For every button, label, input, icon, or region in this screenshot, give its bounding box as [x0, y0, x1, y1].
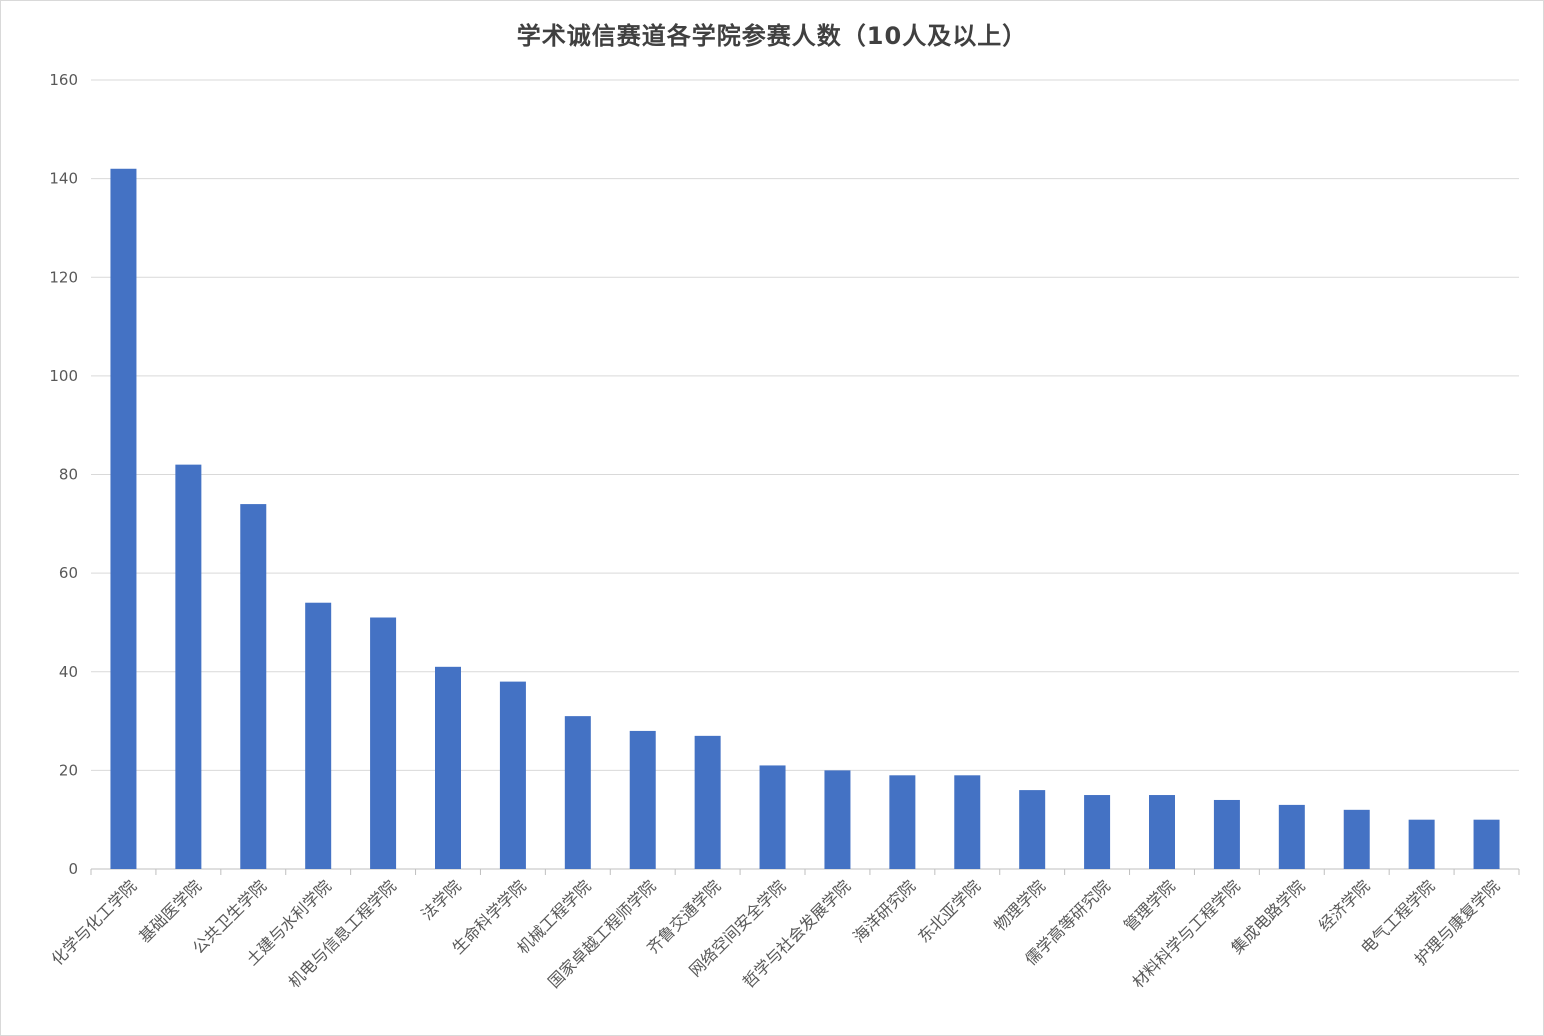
x-category-label: 经济学院: [1315, 876, 1374, 935]
x-category-label: 国家卓越工程师学院: [544, 876, 659, 991]
x-category-label: 机电与信息工程学院: [285, 876, 400, 991]
bar: [629, 730, 656, 869]
y-tick-label: 100: [49, 367, 78, 385]
y-tick-label: 80: [59, 466, 78, 484]
y-tick-label: 160: [49, 71, 78, 89]
bar: [1278, 804, 1305, 869]
bar: [305, 602, 332, 869]
bar: [759, 765, 786, 869]
bar: [499, 681, 526, 869]
bar: [1473, 819, 1500, 869]
bar: [370, 617, 397, 869]
bar: [954, 775, 981, 869]
x-category-label: 法学院: [417, 876, 464, 923]
bar: [1408, 819, 1435, 869]
bar: [564, 716, 591, 869]
x-category-label: 化学与化工学院: [48, 876, 141, 969]
bar: [1084, 795, 1111, 869]
bar: [240, 504, 267, 869]
bar: [110, 168, 137, 869]
bar: [824, 770, 851, 869]
bar: [1149, 795, 1175, 869]
x-category-label: 物理学院: [990, 876, 1049, 935]
bar: [1213, 799, 1240, 869]
y-tick-label: 60: [59, 564, 78, 582]
y-tick-label: 120: [49, 268, 78, 286]
chart-title: 学术诚信赛道各学院参赛人数（10人及以上）: [516, 22, 1028, 50]
y-tick-label: 140: [49, 170, 78, 188]
bar: [435, 666, 461, 869]
x-category-label: 基础医学院: [135, 876, 205, 946]
bar: [1343, 809, 1370, 869]
bar: [694, 735, 721, 869]
y-tick-label: 0: [68, 860, 78, 878]
bar: [175, 464, 202, 869]
bar: [889, 775, 916, 869]
x-category-label: 海洋研究院: [849, 876, 919, 946]
x-category-label: 东北亚学院: [914, 876, 984, 946]
x-category-label: 管理学院: [1120, 876, 1179, 935]
y-tick-label: 20: [59, 761, 78, 779]
x-category-label: 哲学与社会发展学院: [739, 876, 854, 991]
bar: [1019, 790, 1046, 869]
x-category-label: 材料科学与工程学院: [1128, 876, 1243, 991]
y-tick-label: 40: [59, 663, 78, 681]
